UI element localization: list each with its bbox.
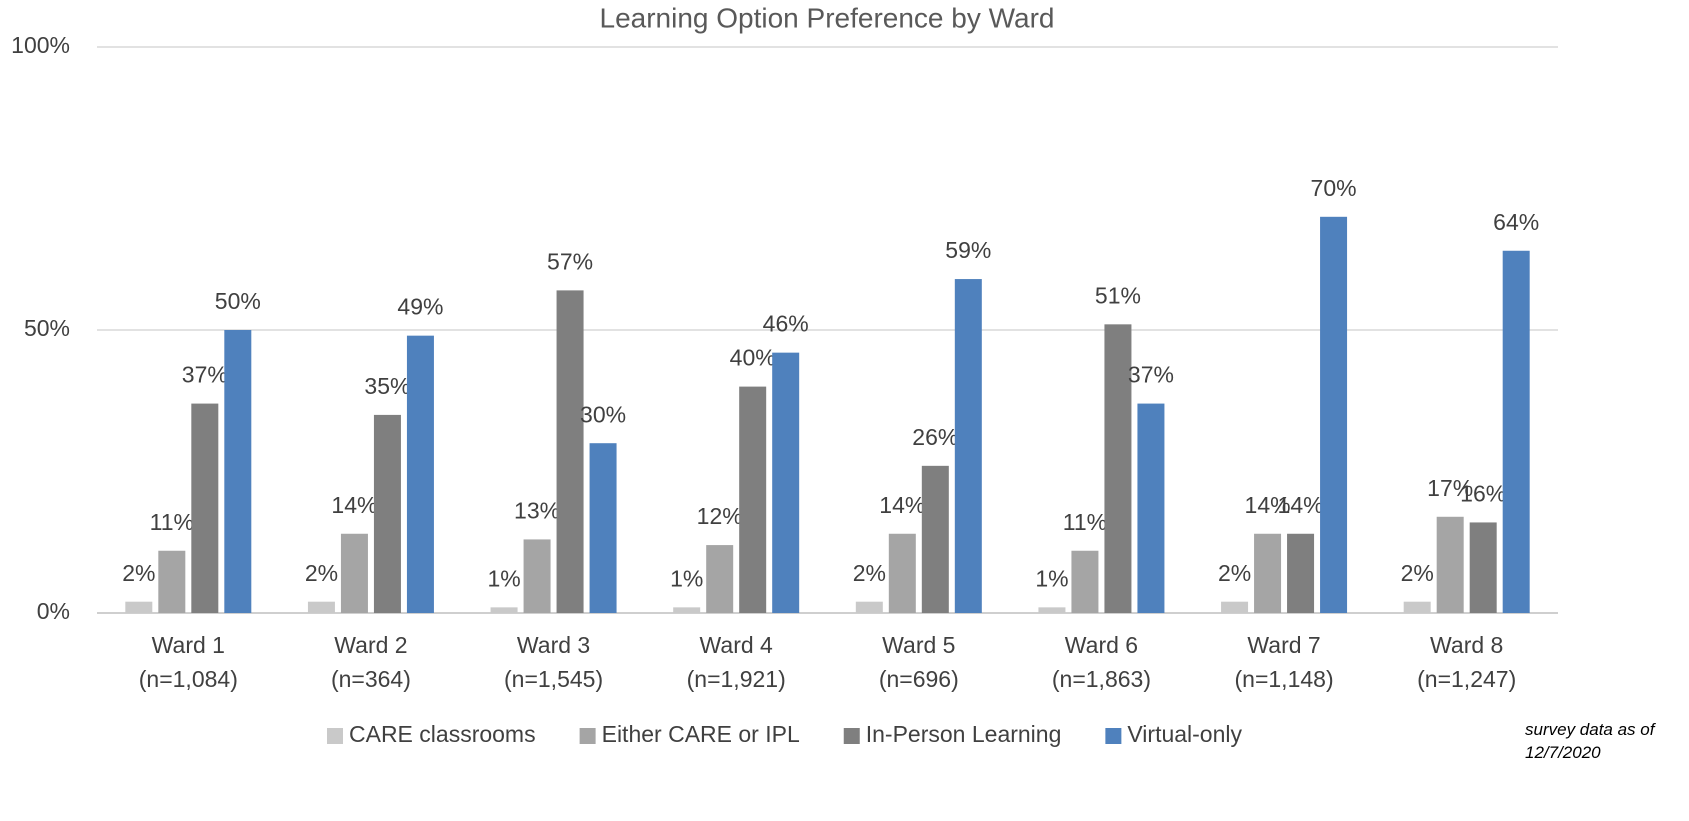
data-label: 49% (397, 294, 443, 320)
bar (158, 550, 186, 613)
data-label: 2% (1218, 560, 1251, 586)
bar (373, 414, 401, 613)
y-tick-label: 50% (24, 315, 70, 341)
bar (1038, 607, 1066, 613)
x-tick-label: Ward 2 (334, 632, 407, 658)
bar (191, 403, 219, 613)
bar (523, 539, 551, 613)
x-tick-label: (n=1,084) (139, 666, 238, 692)
x-tick-label: (n=1,247) (1417, 666, 1516, 692)
bar (406, 335, 434, 613)
data-label: 11% (1063, 509, 1107, 535)
data-label: 37% (1128, 362, 1174, 388)
data-label: 51% (1095, 282, 1141, 308)
data-label: 1% (487, 565, 520, 591)
legend-swatch (327, 728, 343, 744)
x-tick-label: Ward 5 (882, 632, 955, 658)
x-tick-label: (n=1,921) (687, 666, 786, 692)
x-tick-label: Ward 8 (1430, 632, 1503, 658)
bar (855, 601, 883, 613)
bar (1403, 601, 1431, 613)
x-tick-label: Ward 7 (1247, 632, 1320, 658)
data-label: 57% (547, 248, 593, 274)
bar (1502, 250, 1530, 613)
bar (307, 601, 335, 613)
x-tick-label: (n=364) (331, 666, 411, 692)
x-tick-label: (n=696) (879, 666, 959, 692)
bar (1469, 522, 1497, 613)
data-label: 59% (945, 237, 991, 263)
data-label: 14% (1278, 492, 1324, 518)
data-label: 12% (697, 503, 743, 529)
data-label: 35% (364, 373, 410, 399)
legend-label: Virtual-only (1127, 721, 1242, 747)
data-label: 1% (1035, 565, 1068, 591)
x-tick-label: Ward 4 (700, 632, 773, 658)
data-label: 30% (580, 401, 626, 427)
data-label: 2% (305, 560, 338, 586)
data-label: 14% (879, 492, 925, 518)
x-tick-label: Ward 1 (152, 632, 225, 658)
x-tick-label: Ward 6 (1065, 632, 1138, 658)
data-label: 37% (182, 362, 228, 388)
x-tick-label: Ward 3 (517, 632, 590, 658)
x-tick-label: (n=1,148) (1235, 666, 1334, 692)
bar (340, 533, 368, 613)
bar (888, 533, 916, 613)
bar (556, 290, 584, 613)
bar (921, 465, 949, 613)
data-label: 14% (331, 492, 377, 518)
data-label: 50% (215, 288, 261, 314)
legend-label: CARE classrooms (349, 721, 536, 747)
bar (739, 386, 767, 613)
legend-swatch (843, 728, 860, 744)
data-label: 2% (853, 560, 886, 586)
bar (224, 330, 252, 613)
bar (1071, 550, 1099, 613)
data-label: 40% (730, 345, 776, 371)
data-label: 1% (670, 565, 703, 591)
data-label: 16% (1460, 481, 1506, 507)
legend-swatch (1105, 728, 1122, 744)
bar (673, 607, 701, 613)
y-tick-label: 100% (11, 32, 70, 58)
bar (706, 545, 734, 613)
data-label: 2% (122, 560, 155, 586)
data-label: 17% (1427, 475, 1473, 501)
data-label: 14% (1245, 492, 1291, 518)
bar (490, 607, 518, 613)
bar (772, 352, 800, 613)
bar (1287, 533, 1315, 613)
bar (1254, 533, 1282, 613)
legend-label: In-Person Learning (866, 721, 1062, 747)
bar (1436, 516, 1464, 613)
data-label: 70% (1311, 175, 1357, 201)
x-tick-label: (n=1,863) (1052, 666, 1151, 692)
data-label: 2% (1401, 560, 1434, 586)
bar (125, 601, 153, 613)
bar (1320, 216, 1348, 614)
y-tick-label: 0% (37, 598, 70, 624)
annotation: survey data as of 12/7/2020 (1525, 720, 1655, 762)
bar (1104, 324, 1132, 613)
bar (589, 443, 617, 613)
legend-swatch (579, 728, 596, 744)
legend-label: Either CARE or IPL (602, 721, 800, 747)
data-label: 13% (514, 497, 560, 523)
bar (1137, 403, 1165, 613)
bar (1221, 601, 1249, 613)
chart-title: Learning Option Preference by Ward (600, 2, 1055, 33)
data-label: 64% (1493, 209, 1539, 235)
data-label: 11% (150, 509, 194, 535)
x-tick-label: (n=1,545) (504, 666, 603, 692)
bar (954, 279, 982, 613)
data-label: 26% (912, 424, 958, 450)
data-label: 46% (763, 311, 809, 337)
